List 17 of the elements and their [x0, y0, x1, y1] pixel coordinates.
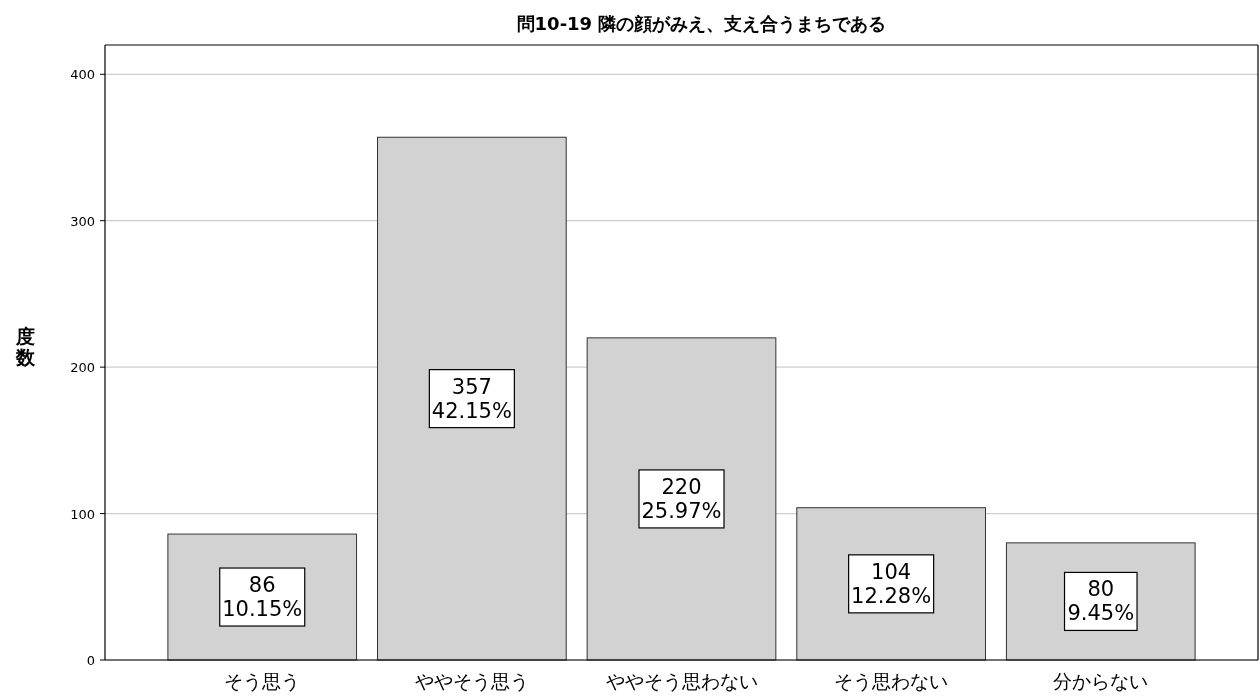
data-label: 80 9.45%: [1067, 577, 1135, 626]
chart-title: 問10-19 隣の顔がみえ、支え合うまちである: [516, 13, 887, 34]
y-tick-label: 0: [86, 653, 95, 668]
y-tick-label: 100: [70, 506, 95, 522]
x-tick-label: そう思う: [224, 670, 301, 692]
data-label: 104 12.28%: [851, 559, 932, 608]
x-tick-label: そう思わない: [834, 670, 949, 692]
y-tick-label: 200: [70, 360, 95, 376]
y-tick-label: 300: [70, 213, 95, 229]
x-tick-label: ややそう思う: [414, 670, 529, 692]
data-label: 86 10.15%: [222, 573, 303, 622]
y-tick-label: 400: [70, 67, 95, 83]
data-label: 220 25.97%: [641, 474, 722, 523]
y-axis-title: 度数: [14, 324, 36, 368]
x-tick-label: 分からない: [1053, 670, 1149, 692]
data-label: 357 42.15%: [431, 374, 512, 423]
x-tick-label: ややそう思わない: [605, 670, 758, 692]
